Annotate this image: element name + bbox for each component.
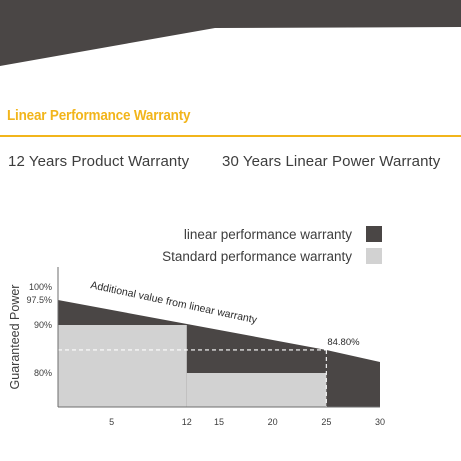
y-axis-label: Guaranteed Power [8, 285, 22, 390]
legend-swatch [366, 226, 382, 242]
x-tick-label: 15 [214, 417, 224, 427]
section-title: Linear Performance Warranty [7, 108, 191, 124]
annotation-value-label: 84.80% [327, 337, 360, 348]
product-warranty-text: 12 Years Product Warranty [8, 153, 190, 170]
series-standard-step [58, 325, 187, 407]
y-tick-label: 100% [29, 282, 52, 292]
x-tick-label: 5 [109, 417, 114, 427]
header-banner [0, 0, 461, 66]
title-divider [0, 135, 461, 137]
legend-swatch [366, 248, 382, 264]
x-tick-label: 25 [321, 417, 331, 427]
series-standard-step [186, 373, 327, 407]
chart-legend: linear performance warranty Standard perf… [162, 226, 382, 264]
y-tick-label: 80% [34, 368, 52, 378]
banner-dark-shape [0, 0, 461, 66]
legend-label: linear performance warranty [184, 227, 352, 242]
y-tick-label: 90% [34, 320, 52, 330]
power-warranty-text: 30 Years Linear Power Warranty [222, 153, 441, 170]
legend-label: Standard performance warranty [162, 249, 352, 264]
x-tick-label: 30 [375, 417, 385, 427]
plot-area: 100% 97.5% 90% 80% 5 12 15 20 25 30 Guaranteed Pow… [8, 267, 385, 427]
x-tick-label: 12 [182, 417, 192, 427]
warranty-chart: linear performance warranty Standard perf… [8, 226, 385, 427]
x-tick-label: 20 [268, 417, 278, 427]
y-tick-label: 97.5% [26, 295, 52, 305]
